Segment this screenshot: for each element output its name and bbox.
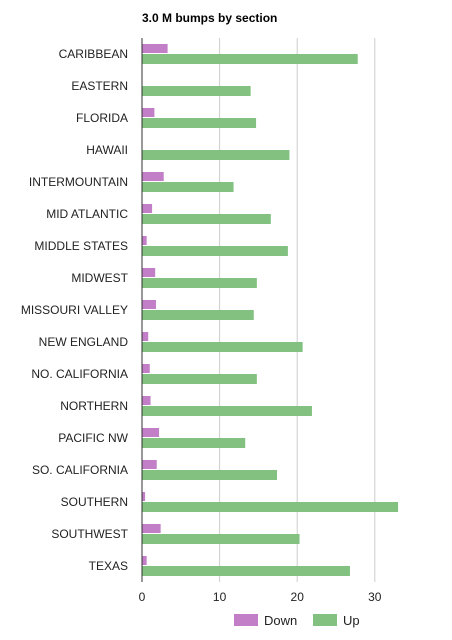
bar-up-2 xyxy=(142,118,257,128)
category-label: MIDDLE STATES xyxy=(34,239,128,253)
legend-label-up: Up xyxy=(343,613,360,628)
x-tick-label: 20 xyxy=(291,590,305,604)
bar-down-5 xyxy=(142,204,153,213)
bar-up-12 xyxy=(142,438,246,448)
category-label: SOUTHERN xyxy=(61,495,128,509)
bar-down-4 xyxy=(142,172,164,181)
bar-down-12 xyxy=(142,428,160,437)
category-label: MISSOURI VALLEY xyxy=(21,303,128,317)
bar-up-16 xyxy=(142,566,350,576)
category-label: MID ATLANTIC xyxy=(46,207,128,221)
bar-down-10 xyxy=(142,364,150,373)
bar-up-8 xyxy=(142,310,254,320)
category-label: INTERMOUNTAIN xyxy=(29,175,128,189)
category-label: NEW ENGLAND xyxy=(39,335,129,349)
category-label: NO. CALIFORNIA xyxy=(31,367,128,381)
bar-down-8 xyxy=(142,300,156,309)
category-label: TEXAS xyxy=(89,559,128,573)
bar-down-7 xyxy=(142,268,156,277)
legend-label-down: Down xyxy=(264,613,297,628)
bar-up-14 xyxy=(142,502,399,512)
category-label: MIDWEST xyxy=(71,271,128,285)
bar-up-6 xyxy=(142,246,288,256)
x-tick-label: 30 xyxy=(368,590,382,604)
bar-down-16 xyxy=(142,556,147,565)
bar-up-11 xyxy=(142,406,312,416)
bar-up-5 xyxy=(142,214,271,224)
bar-down-13 xyxy=(142,460,157,469)
category-label: FLORIDA xyxy=(76,111,128,125)
bar-down-9 xyxy=(142,332,149,341)
bar-down-0 xyxy=(142,44,168,53)
bar-up-4 xyxy=(142,182,234,192)
bar-down-15 xyxy=(142,524,161,533)
chart-title: 3.0 M bumps by section xyxy=(142,11,278,25)
category-label: SOUTHWEST xyxy=(51,527,128,541)
category-label: SO. CALIFORNIA xyxy=(32,463,128,477)
x-tick-label: 0 xyxy=(139,590,146,604)
bar-up-15 xyxy=(142,534,300,544)
bar-up-10 xyxy=(142,374,257,384)
category-label: EASTERN xyxy=(71,79,128,93)
bar-up-3 xyxy=(142,150,290,160)
bar-up-13 xyxy=(142,470,278,480)
x-tick-label: 10 xyxy=(213,590,227,604)
category-label: HAWAII xyxy=(86,143,128,157)
bar-down-14 xyxy=(142,492,146,501)
category-label: CARIBBEAN xyxy=(59,47,128,61)
category-label: PACIFIC NW xyxy=(58,431,128,445)
bar-up-9 xyxy=(142,342,303,352)
bar-down-2 xyxy=(142,108,155,117)
bar-down-11 xyxy=(142,396,151,405)
legend-swatch-up xyxy=(313,614,337,626)
category-label: NORTHERN xyxy=(60,399,128,413)
bar-up-0 xyxy=(142,54,358,64)
bar-down-6 xyxy=(142,236,147,245)
bar-up-1 xyxy=(142,86,251,96)
bar-up-7 xyxy=(142,278,257,288)
legend-swatch-down xyxy=(234,614,258,626)
